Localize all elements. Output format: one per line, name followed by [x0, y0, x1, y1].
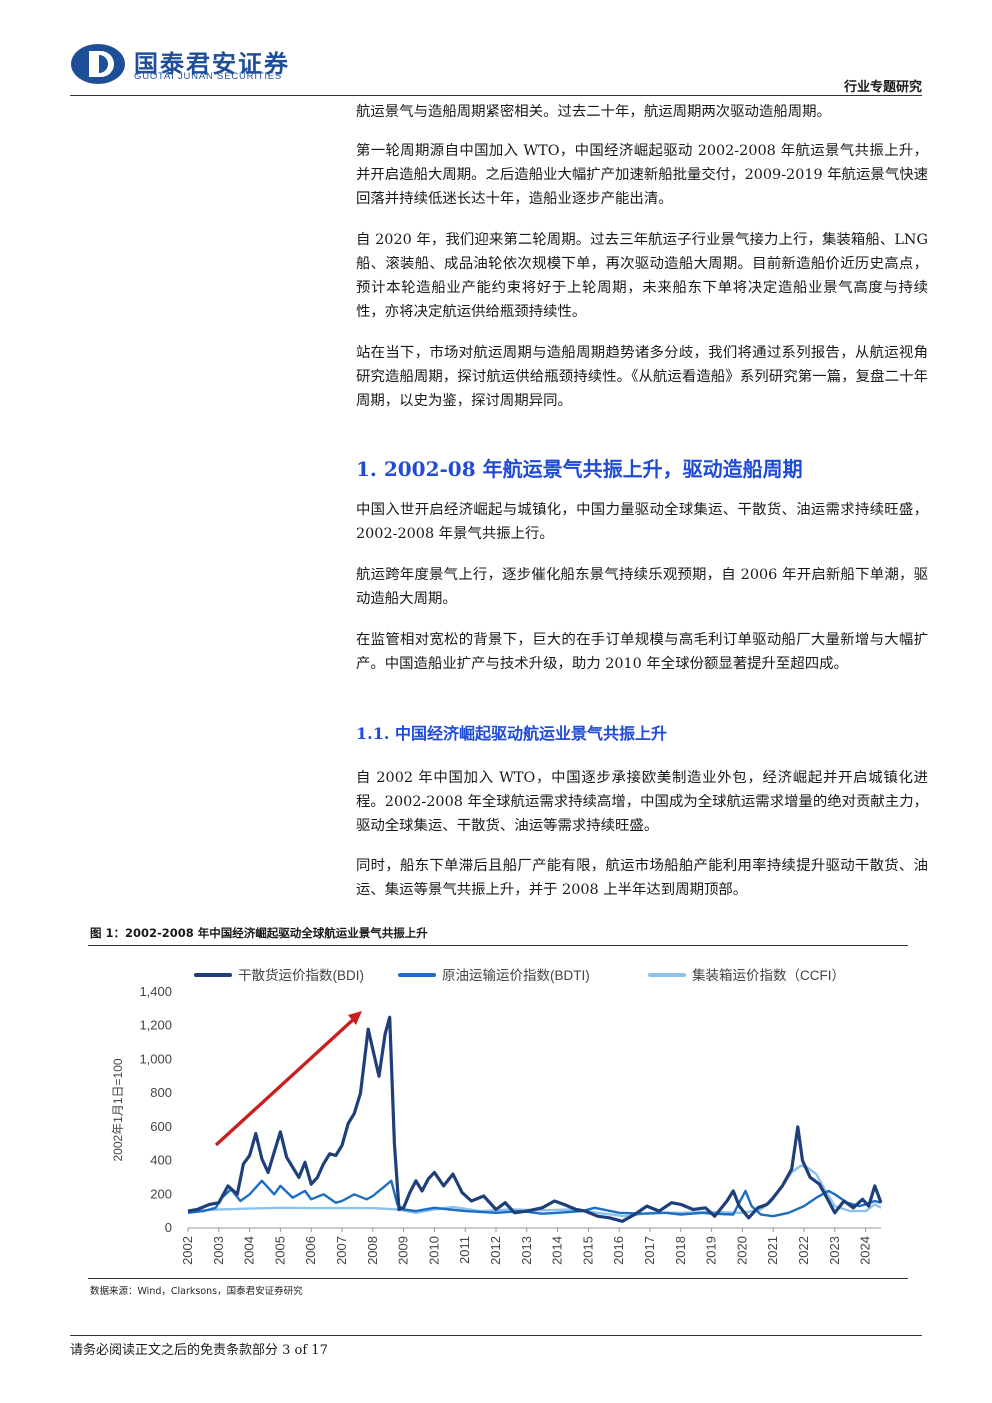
x-tick-label: 2007: [334, 1236, 349, 1265]
paragraph-2: 第一轮周期源自中国加入 WTO，中国经济崛起驱动 2002-2008 年航运景气…: [356, 143, 928, 207]
x-tick-label: 2009: [396, 1236, 411, 1265]
trend-arrow-line: [214, 1015, 358, 1147]
x-tick-label: 2016: [611, 1236, 626, 1265]
heading-section-1-1: 1.1. 中国经济崛起驱动航运业景气共振上升: [356, 724, 667, 743]
x-tick-label: 2002: [180, 1236, 195, 1265]
x-tick-label: 2022: [796, 1236, 811, 1265]
x-tick-label: 2006: [303, 1236, 318, 1265]
x-tick-label: 2017: [642, 1236, 657, 1265]
legend-label-2: 集装箱运价指数（CCFI）: [692, 968, 845, 983]
bdi-bdti-ccfi-chart: 干散货运价指数(BDI) 原油运输运价指数(BDTI) 集装箱运价指数（CCFI） …: [111, 967, 883, 1265]
x-tick-label: 2013: [519, 1236, 534, 1265]
y-tick-label: 1,200: [139, 1018, 172, 1033]
legend-label-0: 干散货运价指数(BDI): [238, 967, 364, 983]
paragraph-5: 中国入世开启经济崛起与城镇化，中国力量驱动全球集运、干散货、油运需求持续旺盛，2…: [356, 502, 928, 542]
logo-mark-icon: [71, 44, 125, 84]
paragraph-9: 同时，船东下单滞后且船厂产能有限，航运市场船舶产能利用率持续提升驱动干散货、油运…: [356, 858, 928, 898]
paragraph-7: 在监管相对宽松的背景下，巨大的在手订单规模与高毛利订单驱动船厂大量新增与大幅扩产…: [356, 632, 928, 672]
x-tick-label: 2021: [765, 1236, 780, 1265]
paragraph-3: 自 2020 年，我们迎来第二轮周期。过去三年航运子行业景气接力上行，集装箱船、…: [356, 232, 928, 320]
x-tick-label: 2004: [242, 1236, 257, 1265]
x-tick-label: 2015: [580, 1236, 595, 1265]
paragraph-6: 航运跨年度景气上行，逐步催化船东景气持续乐观预期，自 2006 年开启新船下单潮…: [356, 567, 928, 607]
chart-series: [187, 1015, 883, 1223]
series-line-1: [187, 1179, 882, 1218]
trend-arrow-head-icon: [348, 1011, 362, 1025]
x-tick-label: 2008: [365, 1236, 380, 1265]
x-tick-label: 2010: [426, 1236, 441, 1265]
x-tick-label: 2018: [673, 1236, 688, 1265]
y-tick-label: 400: [150, 1153, 172, 1168]
figure-rule-top: [88, 945, 908, 946]
trend-arrow-annotation: [214, 1011, 362, 1147]
section-label: 行业专题研究: [843, 80, 922, 95]
x-tick-label: 2011: [457, 1236, 472, 1264]
y-tick-label: 200: [150, 1186, 172, 1201]
footer-disclaimer: 请务必阅读正文之后的免责条款部分 3 of 17: [70, 1343, 328, 1358]
x-tick-label: 2019: [704, 1236, 719, 1265]
heading-section-1: 1. 2002-08 年航运景气共振上升，驱动造船周期: [356, 457, 803, 481]
x-tick-label: 2012: [488, 1236, 503, 1265]
chart-legend: 干散货运价指数(BDI) 原油运输运价指数(BDTI) 集装箱运价指数（CCFI）: [194, 967, 845, 983]
x-tick-label: 2020: [734, 1236, 749, 1265]
x-tick-label: 2005: [272, 1236, 287, 1265]
y-tick-label: 0: [165, 1220, 172, 1235]
y-tick-label: 600: [150, 1119, 172, 1134]
series-line-0: [187, 1015, 883, 1223]
logo-en: GUOTAI JUNAN SECURITIES: [134, 71, 283, 82]
x-tick-label: 2023: [827, 1236, 842, 1265]
paragraph-1: 航运景气与造船周期紧密相关。过去二十年，航运周期两次驱动造船周期。: [356, 104, 831, 120]
x-tick-label: 2003: [211, 1236, 226, 1265]
y-tick-label: 800: [150, 1085, 172, 1100]
y-axis: 0 200 400 600 800 1,000 1,200 1,400: [139, 984, 172, 1235]
figure-title: 图 1：2002-2008 年中国经济崛起驱动全球航运业景气共振上升: [90, 926, 428, 940]
paragraph-8: 自 2002 年中国加入 WTO，中国逐步承接欧美制造业外包，经济崛起并开启城镇…: [356, 770, 928, 834]
figure-rule-bottom: [88, 1278, 908, 1279]
figure-source: 数据来源：Wind，Clarksons，国泰君安证券研究: [90, 1286, 303, 1297]
x-tick-label: 2024: [858, 1236, 873, 1265]
brand-logo: 国泰君安证券 GUOTAI JUNAN SECURITIES: [70, 42, 340, 86]
footer-rule: [70, 1335, 922, 1336]
header-rule: [70, 95, 922, 96]
y-tick-label: 1,400: [139, 984, 172, 999]
y-tick-label: 1,000: [139, 1051, 172, 1066]
paragraph-4: 站在当下，市场对航运周期与造船周期趋势诸多分歧，我们将通过系列报告，从航运视角研…: [356, 345, 928, 409]
logo-cn: 国泰君安证券: [134, 50, 290, 78]
x-tick-label: 2014: [550, 1236, 565, 1265]
y-axis-label: 2002年1月1日=100: [111, 1058, 125, 1161]
x-axis: 2002 2003 2004 2005 2006 2007 2008 2009 2010 2011…: [180, 1227, 881, 1265]
legend-label-1: 原油运输运价指数(BDTI): [442, 968, 590, 983]
